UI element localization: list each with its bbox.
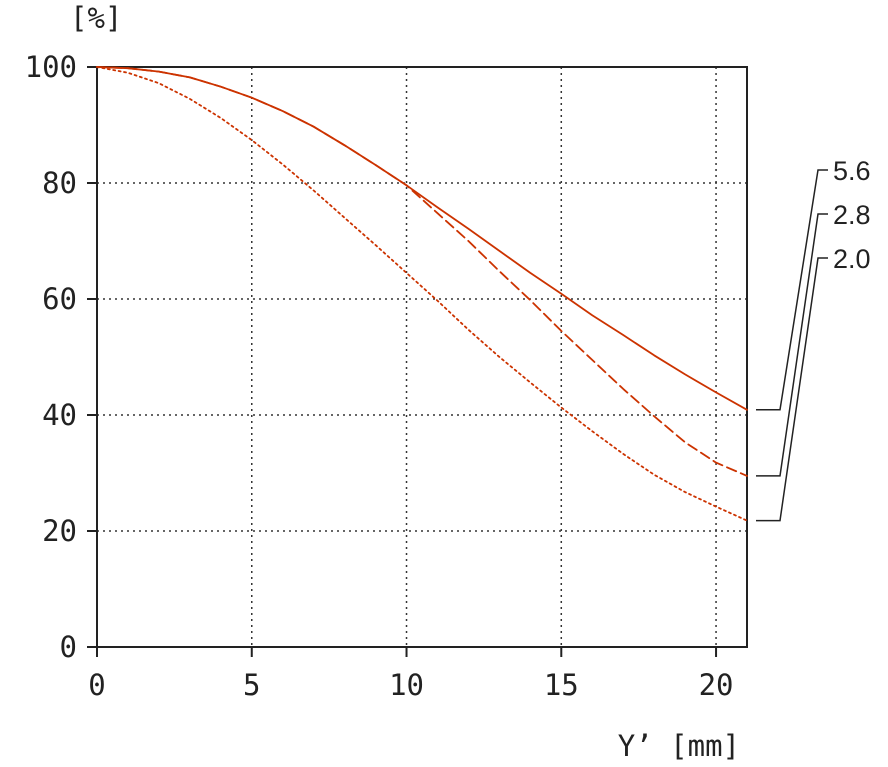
x-axis-label: Y’ [mm] (618, 729, 740, 763)
y-tick-label: 80 (42, 166, 77, 200)
x-tick-label: 10 (389, 668, 424, 702)
y-tick-label: 60 (42, 282, 77, 316)
legend-label: 2.0 (833, 244, 871, 274)
ticks: 0 5 10 15 20 0 20 40 60 80 100 (25, 50, 734, 702)
y-tick-label: 40 (42, 398, 77, 432)
y-axis-label: [%] (70, 1, 122, 35)
y-tick-label: 100 (25, 50, 77, 84)
legend-label: 2.8 (833, 200, 871, 230)
legend: 5.6 2.8 2.0 (756, 156, 871, 522)
legend-leader-line (756, 213, 828, 477)
series-line-2-0 (96, 66, 748, 522)
y-tick-label: 0 (60, 630, 77, 664)
legend-leader-line (756, 169, 828, 411)
grid (97, 67, 747, 647)
series-line-2-8 (96, 66, 748, 477)
plot-frame (96, 66, 748, 648)
x-tick-label: 20 (699, 668, 734, 702)
legend-label: 5.6 (833, 156, 871, 186)
x-tick-label: 15 (544, 668, 579, 702)
x-tick-label: 5 (243, 668, 260, 702)
y-tick-label: 20 (42, 514, 77, 548)
legend-leader-line (756, 257, 828, 522)
x-tick-label: 0 (88, 668, 105, 702)
series-group (96, 66, 748, 522)
